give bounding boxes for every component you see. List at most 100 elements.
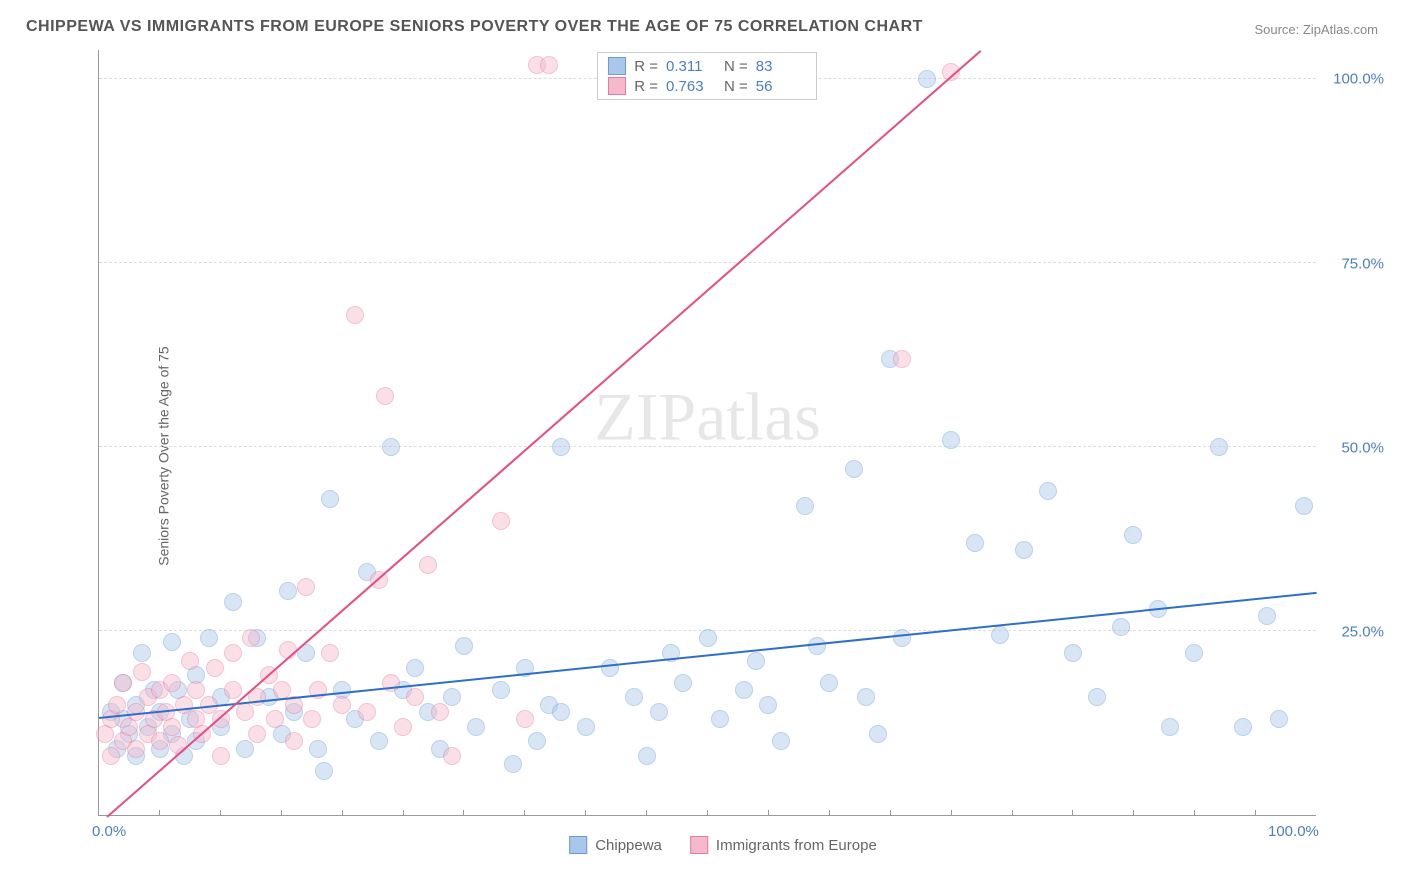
x-tick — [403, 810, 404, 816]
legend-item: Immigrants from Europe — [690, 836, 877, 854]
data-point — [455, 637, 473, 655]
data-point — [163, 718, 181, 736]
legend-item: Chippewa — [569, 836, 662, 854]
data-point — [893, 629, 911, 647]
data-point — [1088, 688, 1106, 706]
data-point — [309, 740, 327, 758]
data-point — [1161, 718, 1179, 736]
legend-n-label: N = — [724, 78, 748, 95]
data-point — [133, 663, 151, 681]
data-point — [674, 674, 692, 692]
data-point — [224, 593, 242, 611]
data-point — [224, 644, 242, 662]
y-tick-label: 75.0% — [1341, 255, 1384, 272]
data-point — [735, 681, 753, 699]
data-point — [242, 629, 260, 647]
x-tick-label: 0.0% — [92, 823, 126, 840]
legend-label: Chippewa — [595, 837, 662, 854]
data-point — [394, 718, 412, 736]
data-point — [1064, 644, 1082, 662]
y-tick-label: 50.0% — [1341, 439, 1384, 456]
chart-title: CHIPPEWA VS IMMIGRANTS FROM EUROPE SENIO… — [26, 18, 923, 36]
y-tick-label: 100.0% — [1333, 71, 1384, 88]
data-point — [248, 725, 266, 743]
legend-row: R = 0.311 N = 83 — [608, 57, 806, 75]
data-point — [1210, 438, 1228, 456]
data-point — [796, 497, 814, 515]
data-point — [114, 674, 132, 692]
data-point — [625, 688, 643, 706]
data-point — [133, 644, 151, 662]
data-point — [315, 762, 333, 780]
data-point — [1039, 482, 1057, 500]
data-point — [212, 747, 230, 765]
data-point — [1234, 718, 1252, 736]
data-point — [467, 718, 485, 736]
data-point — [406, 688, 424, 706]
data-point — [376, 387, 394, 405]
correlation-legend: R = 0.311 N = 83 R =0.763N =56 — [597, 52, 817, 100]
x-tick — [829, 810, 830, 816]
x-tick — [1072, 810, 1073, 816]
legend-n-label: N = — [724, 58, 748, 75]
legend-r-label: R = — [634, 58, 658, 75]
x-tick — [951, 810, 952, 816]
x-tick — [890, 810, 891, 816]
watermark: ZIPatlas — [594, 378, 821, 457]
data-point — [431, 703, 449, 721]
data-point — [893, 350, 911, 368]
data-point — [552, 703, 570, 721]
data-point — [711, 710, 729, 728]
data-point — [699, 629, 717, 647]
data-point — [285, 732, 303, 750]
data-point — [370, 732, 388, 750]
data-point — [224, 681, 242, 699]
data-point — [1270, 710, 1288, 728]
data-point — [266, 710, 284, 728]
data-point — [857, 688, 875, 706]
data-point — [1124, 526, 1142, 544]
data-point — [443, 688, 461, 706]
x-tick — [1194, 810, 1195, 816]
data-point — [151, 732, 169, 750]
x-tick — [281, 810, 282, 816]
data-point — [516, 710, 534, 728]
x-tick — [1012, 810, 1013, 816]
legend-n-value: 83 — [756, 58, 806, 75]
data-point — [1258, 607, 1276, 625]
legend-r-value: 0.311 — [666, 58, 716, 75]
data-point — [1112, 618, 1130, 636]
data-point — [638, 747, 656, 765]
data-point — [163, 674, 181, 692]
x-tick-label: 100.0% — [1268, 823, 1319, 840]
data-point — [236, 703, 254, 721]
x-tick — [646, 810, 647, 816]
data-point — [127, 740, 145, 758]
data-point — [492, 681, 510, 699]
data-point — [772, 732, 790, 750]
data-point — [297, 578, 315, 596]
x-tick — [768, 810, 769, 816]
data-point — [759, 696, 777, 714]
data-point — [200, 629, 218, 647]
x-tick — [585, 810, 586, 816]
data-point — [169, 736, 187, 754]
data-point — [358, 703, 376, 721]
data-point — [869, 725, 887, 743]
data-point — [577, 718, 595, 736]
series-legend: Chippewa Immigrants from Europe — [569, 836, 877, 854]
data-point — [346, 306, 364, 324]
x-tick — [524, 810, 525, 816]
data-point — [163, 633, 181, 651]
data-point — [321, 490, 339, 508]
source-label: Source: ZipAtlas.com — [1254, 22, 1378, 37]
legend-row: R =0.763N =56 — [608, 77, 806, 95]
data-point — [540, 56, 558, 74]
data-point — [918, 70, 936, 88]
x-tick — [1133, 810, 1134, 816]
gridline — [99, 262, 1316, 263]
data-point — [1015, 541, 1033, 559]
data-point — [820, 674, 838, 692]
data-point — [845, 460, 863, 478]
legend-swatch — [690, 836, 708, 854]
